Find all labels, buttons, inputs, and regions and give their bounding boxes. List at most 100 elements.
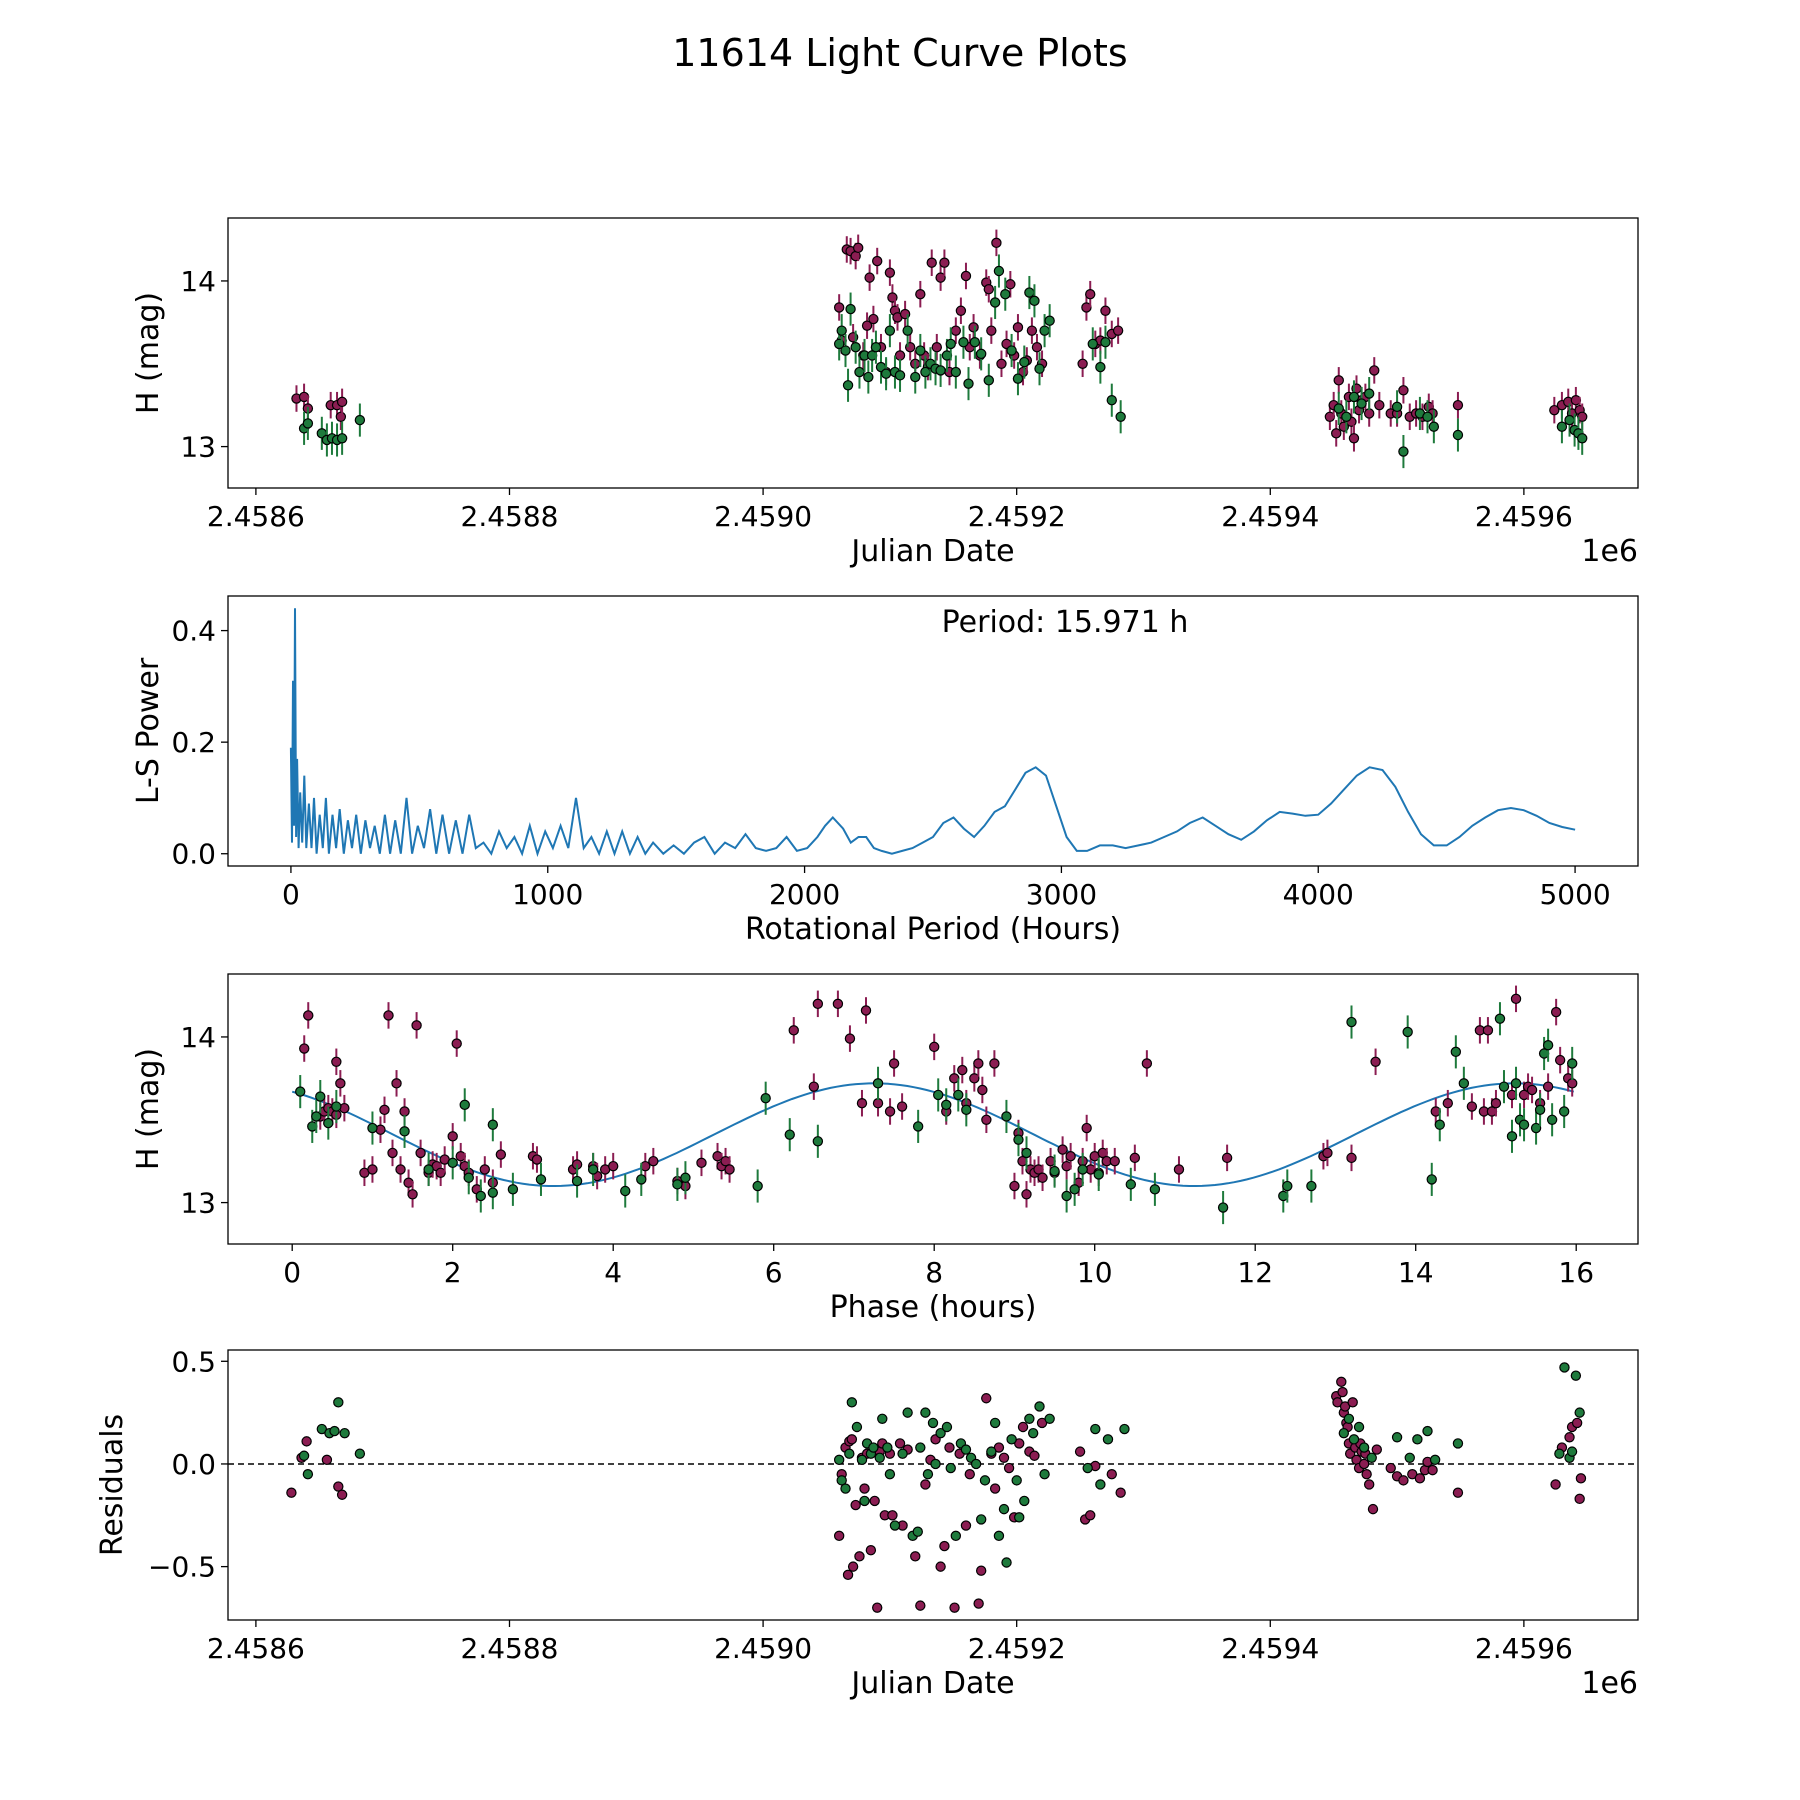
magenta-data-point [1021, 1189, 1032, 1200]
magenta-data-point [336, 396, 348, 408]
green-data-point [1044, 1413, 1055, 1424]
magenta-data-point [955, 305, 967, 316]
magenta-data-point [1398, 1475, 1409, 1486]
magenta-data-point [950, 325, 962, 336]
magenta-data-point [1363, 408, 1375, 419]
phased-plot-area [221, 973, 1639, 1251]
green-data-point [507, 1184, 519, 1195]
green-data-point [1366, 1452, 1377, 1463]
green-data-point [1338, 1427, 1350, 1439]
magenta-data-point [724, 1164, 735, 1175]
x-tick-label: 2.4586 [207, 1632, 305, 1665]
green-data-point [961, 1104, 972, 1116]
green-data-point [1574, 1407, 1585, 1418]
green-data-point [1001, 1557, 1012, 1568]
figure-title: 11614 Light Curve Plots [672, 31, 1127, 75]
green-data-point [1358, 1442, 1370, 1453]
magenta-data-point [336, 1489, 348, 1500]
phased-axes-frame [227, 973, 1639, 1245]
green-data-point [915, 345, 926, 356]
magenta-data-point [1566, 1078, 1578, 1089]
green-data-point [1429, 1454, 1441, 1466]
magenta-data-point [303, 1010, 314, 1021]
green-data-point [1100, 337, 1111, 348]
green-data-point [969, 337, 981, 348]
magenta-data-point [1109, 1155, 1120, 1167]
green-data-point [842, 380, 854, 391]
magenta-data-point [1017, 1421, 1029, 1433]
y-tick-label: 0.4 [171, 615, 216, 648]
green-data-point [844, 1448, 855, 1459]
magenta-data-point [847, 1561, 859, 1572]
green-data-point [459, 1099, 470, 1111]
magenta-data-point [1085, 1510, 1096, 1521]
green-data-point [571, 1175, 583, 1187]
green-data-point [1001, 1111, 1012, 1122]
green-data-point [950, 366, 962, 378]
green-data-point [1039, 325, 1050, 336]
magenta-data-point [1550, 1479, 1561, 1490]
green-data-point [930, 1458, 941, 1470]
green-data-point [836, 1475, 847, 1486]
green-data-point [882, 1442, 893, 1453]
green-data-point [367, 1122, 378, 1134]
y-tick-label: 0.2 [171, 726, 216, 759]
green-data-point [963, 378, 974, 389]
magenta-data-point [1361, 1469, 1372, 1480]
green-data-point [983, 375, 994, 386]
magenta-data-point [920, 1479, 931, 1490]
green-data-point [1069, 1184, 1080, 1195]
periodogram-y-axis-label: L-S Power [131, 657, 166, 804]
green-data-point [1391, 1432, 1403, 1443]
x-tick-label: 3000 [1026, 878, 1097, 911]
magenta-data-point [1427, 1464, 1438, 1476]
green-data-point [1348, 391, 1360, 403]
magenta-data-point [1065, 1151, 1076, 1162]
green-data-point [1106, 395, 1117, 406]
magenta-data-point [1074, 1446, 1086, 1457]
magenta-data-point [1081, 1122, 1092, 1134]
green-data-point [1341, 411, 1352, 422]
magenta-data-point [379, 1104, 390, 1116]
green-data-point [1452, 1438, 1464, 1449]
magenta-data-point [846, 1434, 858, 1445]
magenta-data-point [608, 1160, 619, 1172]
magenta-data-point [1009, 1180, 1020, 1192]
magenta-data-point [411, 1020, 422, 1031]
x-tick-label: 2000 [769, 878, 840, 911]
magenta-data-point [865, 1544, 877, 1556]
magenta-data-point [842, 1569, 854, 1581]
green-data-point [877, 1413, 888, 1424]
x-tick-label: 2.4586 [207, 500, 305, 533]
green-data-point [1014, 1512, 1025, 1523]
green-data-point [463, 1172, 474, 1183]
x-tick-label: 16 [1558, 1256, 1594, 1289]
magenta-data-point [960, 1520, 972, 1531]
green-data-point [1013, 1134, 1024, 1145]
magenta-data-point [1026, 325, 1038, 336]
green-data-point [1021, 1147, 1032, 1159]
green-data-point [1034, 363, 1045, 374]
green-data-point [1034, 1401, 1045, 1412]
magenta-data-point [968, 322, 979, 333]
lightcurve-marks [291, 229, 1588, 469]
model-fit-curve [291, 1082, 1575, 1187]
magenta-data-point [1490, 1098, 1502, 1109]
magenta-data-point [833, 1530, 845, 1542]
magenta-data-point [832, 998, 844, 1010]
magenta-data-point [989, 1058, 1000, 1069]
green-data-point [1087, 338, 1098, 350]
magenta-data-point [395, 1164, 406, 1175]
green-data-point [1404, 1452, 1415, 1463]
magenta-data-point [387, 1147, 398, 1159]
magenta-data-point [1542, 1081, 1554, 1092]
magenta-data-point [939, 1540, 950, 1552]
magenta-data-point [991, 237, 1002, 249]
green-data-point [1024, 287, 1035, 298]
magenta-data-point [872, 1602, 883, 1613]
green-data-point [399, 1126, 410, 1137]
magenta-data-point [321, 1454, 333, 1466]
phased-marks [291, 985, 1578, 1225]
green-data-point [950, 1530, 962, 1542]
green-data-point [1356, 398, 1367, 409]
